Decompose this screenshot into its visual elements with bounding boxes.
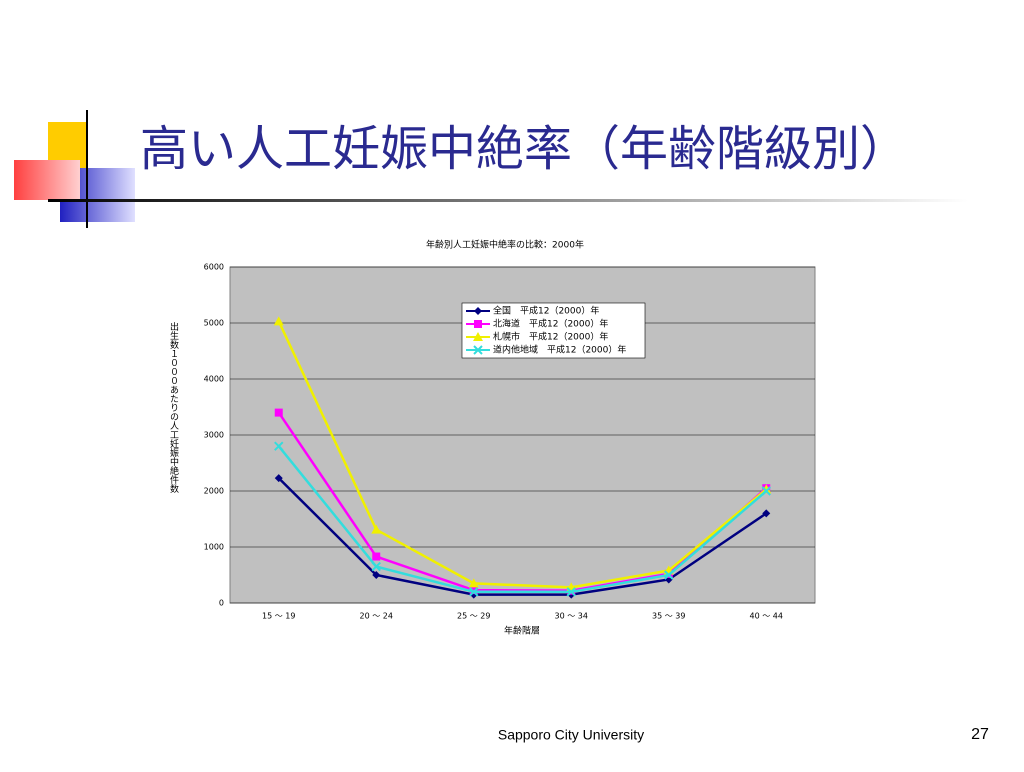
x-tick-label: 30 ～ 34 (555, 612, 588, 621)
x-tick-label: 35 ～ 39 (652, 612, 685, 621)
y-tick-label: 6000 (204, 263, 224, 272)
title-rule (48, 199, 968, 202)
marker (468, 578, 479, 588)
marker (469, 587, 479, 597)
slide-title: 高い人工妊娠中絶率（年齢階級別） (140, 121, 908, 177)
marker (761, 484, 772, 494)
y-tick-label: 5000 (204, 319, 224, 328)
marker (371, 561, 381, 572)
marker (761, 486, 771, 496)
y-tick-label: 3000 (204, 431, 224, 440)
page-number: 27 (971, 726, 989, 743)
legend-label: 全国 平成12（2000）年 (493, 305, 599, 317)
legend-marker (473, 345, 483, 355)
series-line (277, 320, 768, 589)
x-tick-label: 40 ～ 44 (750, 612, 783, 621)
marker (274, 408, 283, 417)
series-line (277, 477, 767, 596)
marker (762, 509, 771, 518)
y-tick-label: 2000 (204, 487, 224, 496)
chart-title: 年齢別人工妊娠中絶率の比較：2000年 (426, 239, 584, 251)
marker (469, 586, 478, 595)
y-tick-label: 0 (219, 599, 224, 608)
deco-red (14, 160, 80, 200)
marker (274, 441, 284, 451)
marker (372, 571, 381, 579)
y-tick-label: 1000 (204, 543, 224, 552)
x-tick-label: 15 ～ 19 (262, 612, 295, 621)
legend-marker (474, 307, 482, 315)
legend-marker (473, 332, 483, 341)
marker (273, 316, 284, 326)
series-line (277, 445, 768, 594)
x-tick-label: 25 ～ 29 (457, 612, 490, 621)
legend-marker (474, 320, 482, 328)
marker (371, 524, 382, 534)
marker (664, 570, 674, 580)
footer: Sapporo City University (498, 727, 644, 743)
legend-label: 道内他地域 平成12（2000）年 (493, 344, 626, 356)
x-tick-label: 20 ～ 24 (360, 612, 393, 621)
y-axis-title: 出生数１０００あたりの人工妊娠中絶件数 (168, 321, 179, 494)
marker (274, 474, 283, 483)
legend-label: 札幌市 平成12（2000）年 (493, 331, 608, 343)
x-axis-title: 年齢階層 (504, 625, 540, 637)
legend-label: 北海道 平成12（2000）年 (493, 318, 608, 330)
marker (566, 587, 576, 597)
marker (372, 552, 381, 561)
y-tick-label: 4000 (204, 375, 224, 384)
legend-box (461, 302, 646, 359)
